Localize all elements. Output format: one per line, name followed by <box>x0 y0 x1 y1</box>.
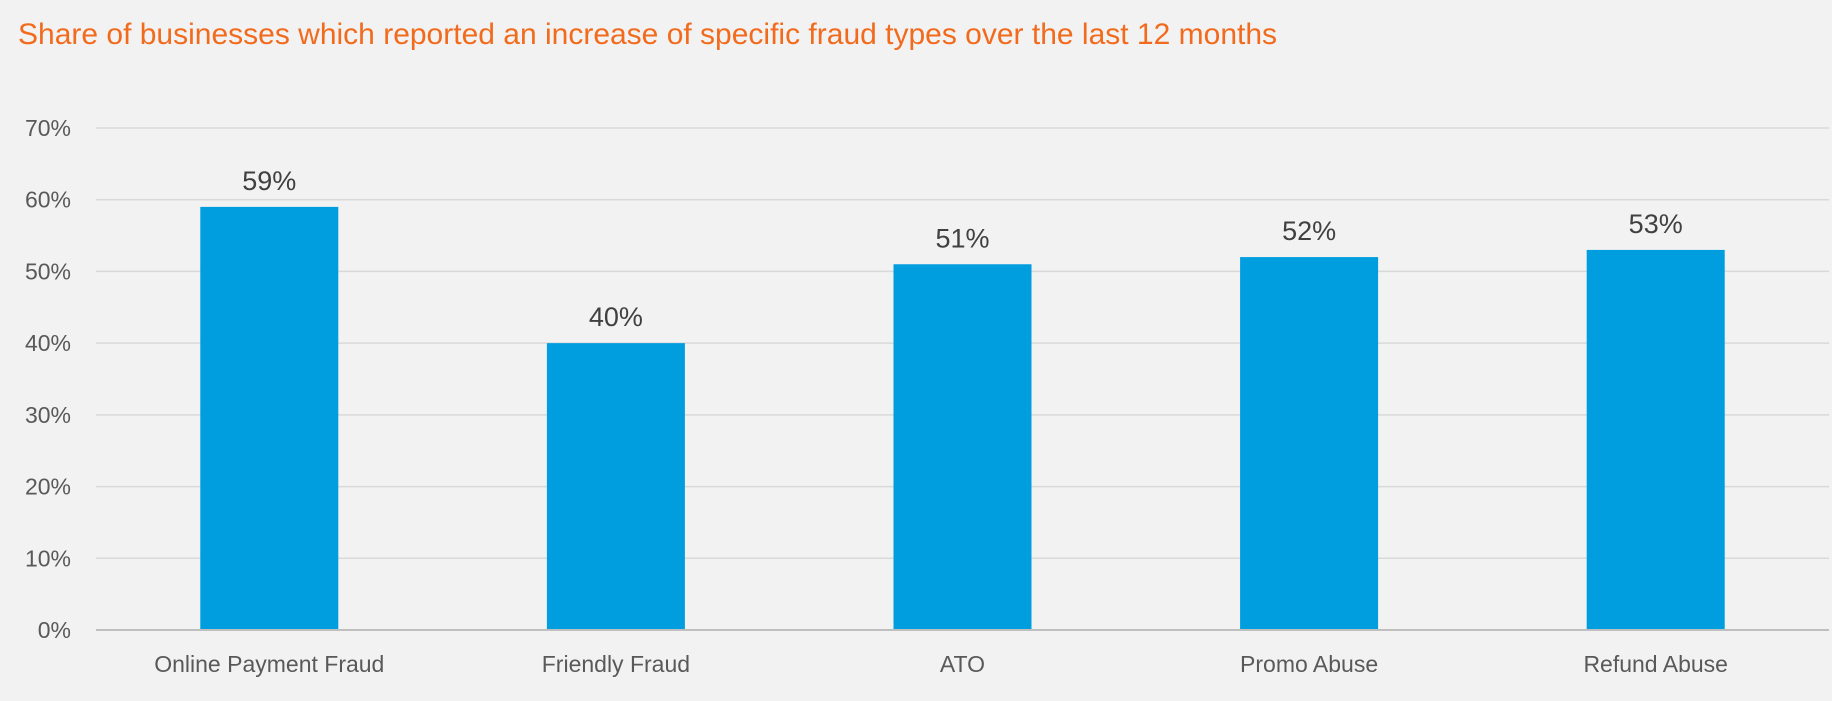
x-category-label: Promo Abuse <box>1240 651 1378 677</box>
y-axis-ticks: 0% 10% 20% 30% 40% 50% 60% 70% <box>25 115 71 643</box>
y-tick-label: 30% <box>25 402 71 428</box>
data-label: 52% <box>1282 216 1336 246</box>
data-label: 40% <box>589 302 643 332</box>
bar <box>1240 257 1379 630</box>
data-label: 51% <box>935 223 989 253</box>
x-category-label: Friendly Fraud <box>542 651 690 677</box>
bar <box>1586 249 1725 630</box>
y-tick-label: 70% <box>25 115 71 141</box>
data-label: 59% <box>242 166 296 196</box>
x-axis-categories: Online Payment Fraud Friendly Fraud ATO Pro… <box>154 651 1728 677</box>
x-category-label: Refund Abuse <box>1583 651 1728 677</box>
bars <box>200 206 1725 630</box>
bar <box>893 264 1032 630</box>
y-tick-label: 60% <box>25 187 71 213</box>
data-labels: 59% 40% 51% 52% 53% <box>242 166 1682 332</box>
x-category-label: ATO <box>940 651 985 677</box>
bar <box>200 206 339 630</box>
y-tick-label: 0% <box>38 617 71 643</box>
chart-title: Share of businesses which reported an in… <box>18 18 1278 51</box>
y-tick-label: 40% <box>25 330 71 356</box>
data-label: 53% <box>1629 209 1683 239</box>
x-category-label: Online Payment Fraud <box>154 651 384 677</box>
y-tick-label: 50% <box>25 258 71 284</box>
y-tick-label: 20% <box>25 474 71 500</box>
bar <box>546 343 685 630</box>
y-tick-label: 10% <box>25 545 71 571</box>
